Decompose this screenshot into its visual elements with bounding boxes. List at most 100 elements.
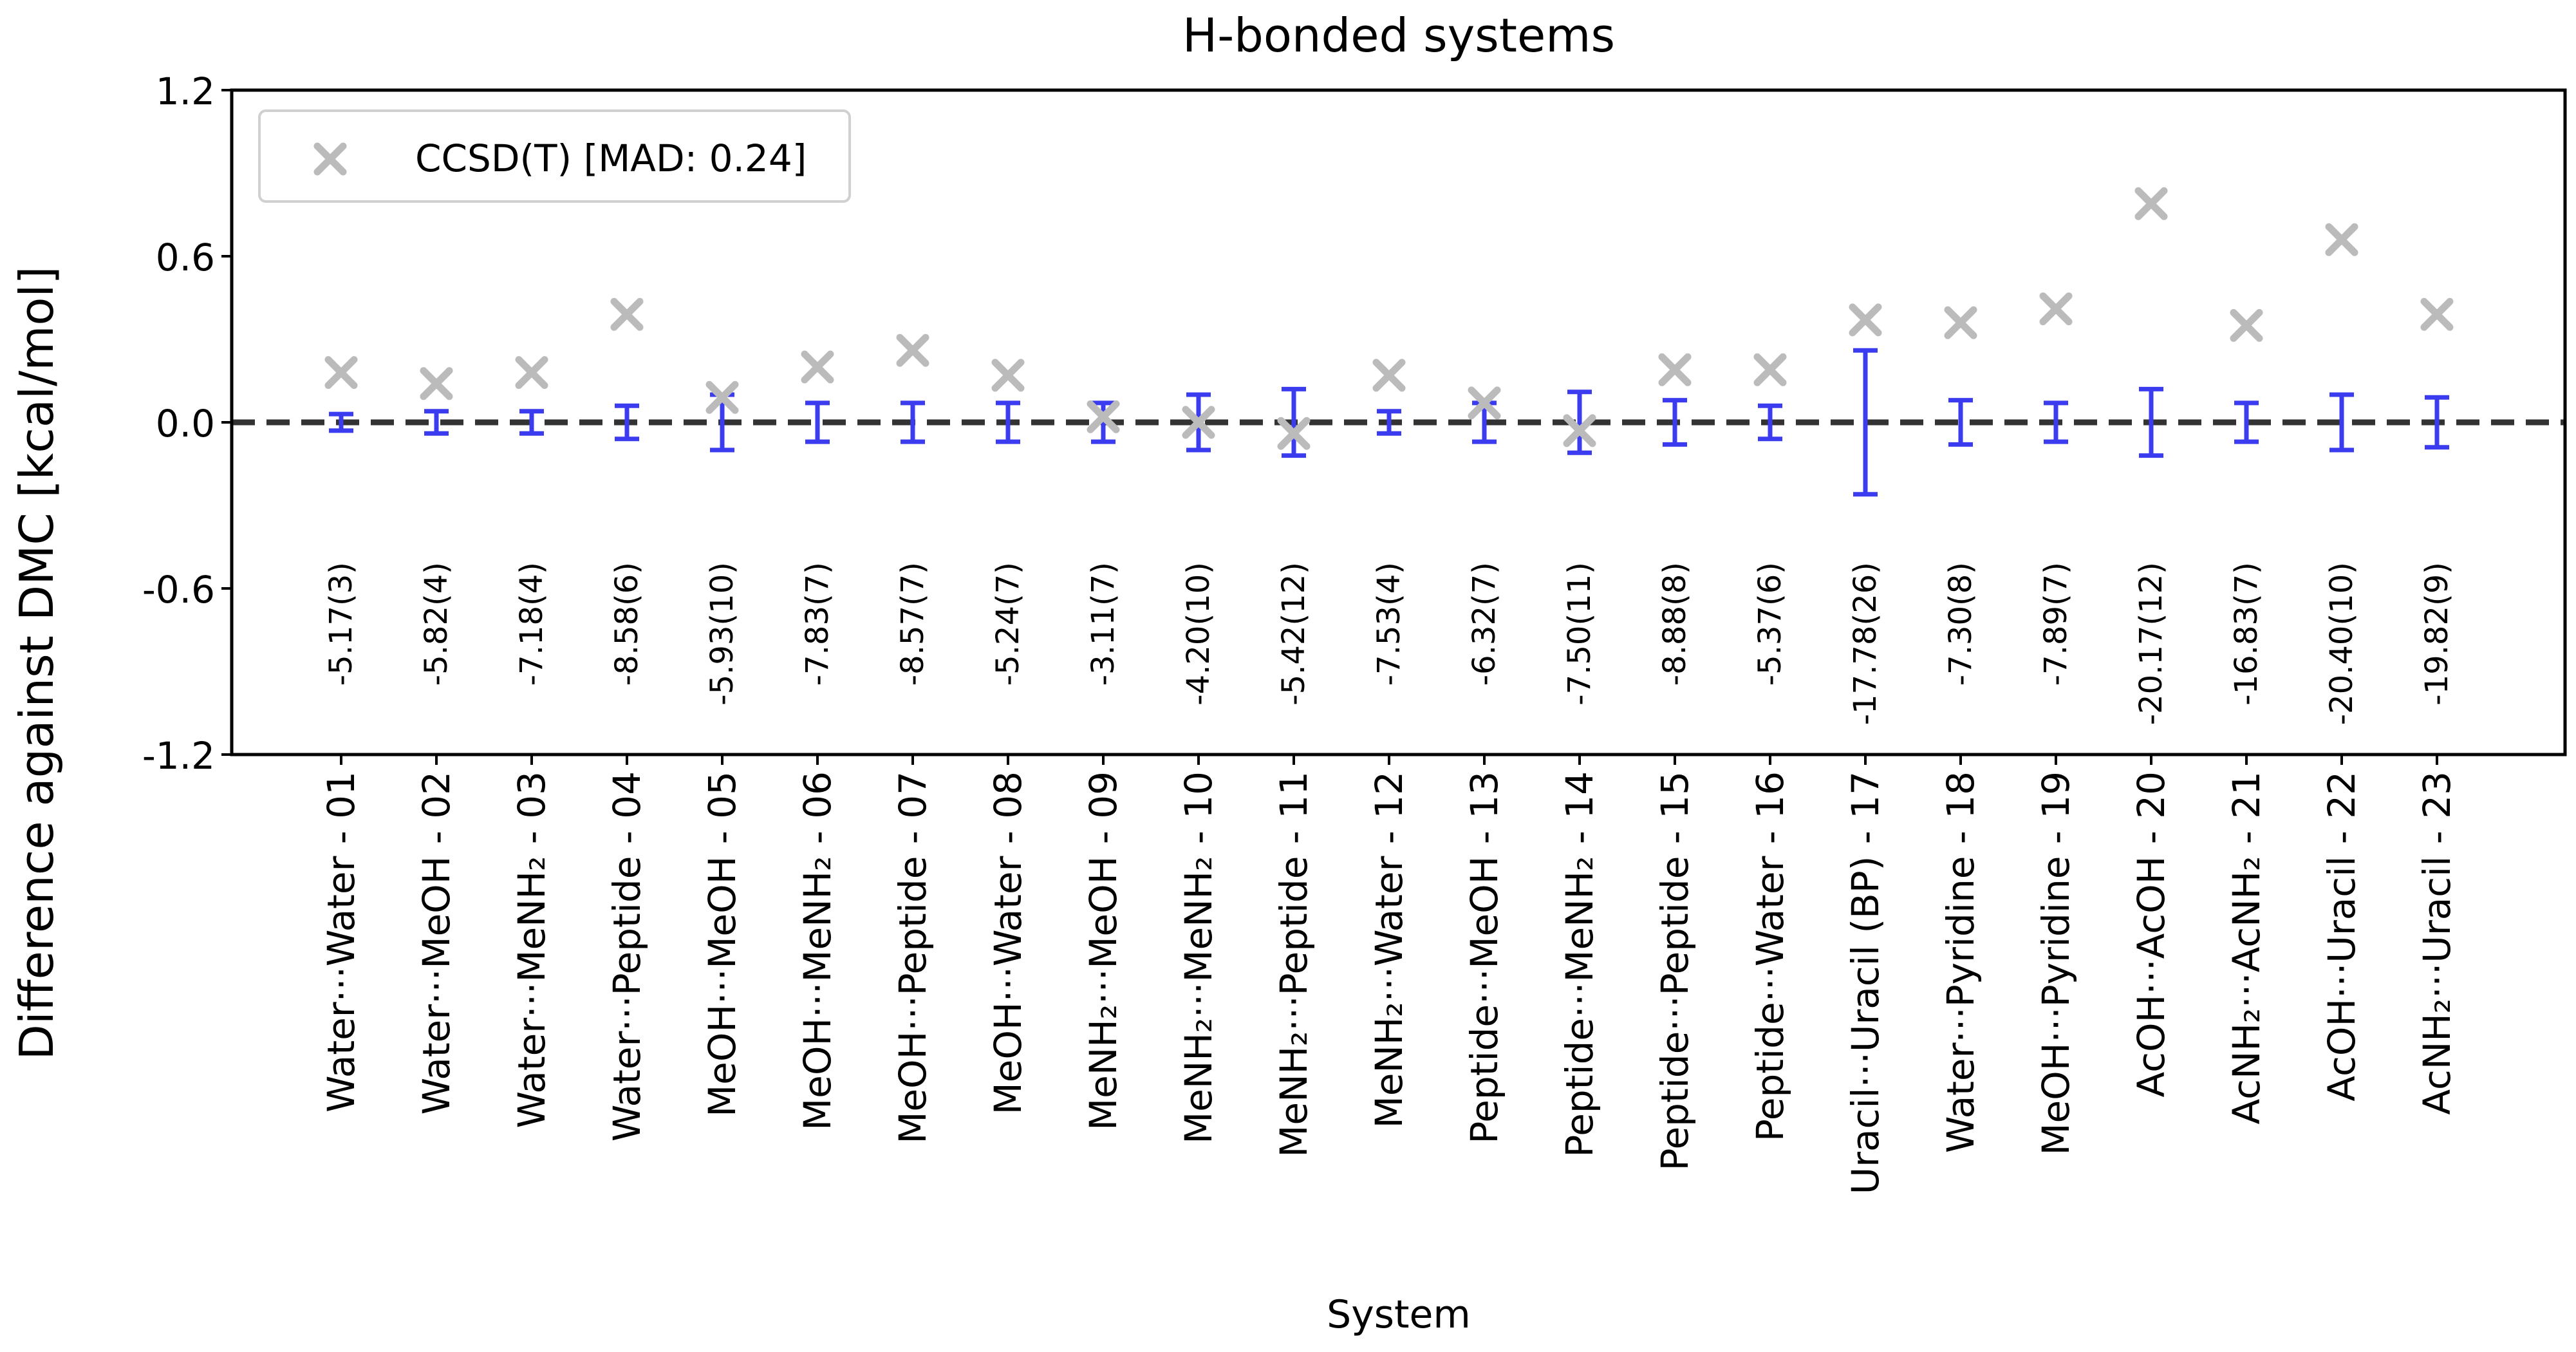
error-bar: [519, 409, 544, 436]
ccsdt-point: [420, 367, 453, 400]
error-bar: [2139, 386, 2163, 458]
x-tick-label: Water···Peptide - 04: [605, 771, 649, 1141]
ccsdt-point: [896, 333, 929, 367]
legend-marker: [313, 142, 347, 176]
error-bar: [1758, 403, 1782, 442]
energy-annotation: -6.32(7): [1466, 562, 1502, 686]
energy-annotation: -8.57(7): [895, 562, 931, 686]
energy-annotation: -7.83(7): [799, 562, 835, 686]
error-bar: [1663, 398, 1687, 447]
x-axis-label: System: [1327, 1292, 1471, 1337]
error-bar: [1377, 409, 1401, 436]
x-tick-label: MeOH···Peptide - 07: [891, 771, 935, 1144]
x-tick-label: MeOH···Water - 08: [986, 771, 1030, 1114]
plot-area: 1.2 0.6 0.0 -0.6 -1.2 -5.17(3) -5.82(4) -7.18(4…: [142, 70, 2567, 1194]
chart-title: H-bonded systems: [1182, 8, 1615, 62]
ccsdt-point: [1372, 359, 1406, 392]
x-tick-label: MeNH₂···Peptide - 11: [1272, 771, 1316, 1158]
error-bar: [805, 400, 830, 444]
x-tick-label: Uracil···Uracil (BP) - 17: [1843, 771, 1887, 1194]
energy-annotation: -8.88(8): [1657, 562, 1693, 686]
energy-annotation: -5.42(12): [1276, 562, 1312, 706]
energy-annotation: -19.82(9): [2419, 562, 2455, 706]
energy-annotation: -20.40(10): [2324, 562, 2360, 725]
x-tick-label: Water···MeOH - 02: [415, 771, 458, 1114]
error-bar: [2425, 395, 2449, 450]
error-bar: [901, 400, 925, 444]
energy-annotation: -5.24(7): [990, 562, 1026, 686]
energy-annotation: -17.78(26): [1847, 562, 1883, 725]
energy-annotation: -20.17(12): [2133, 562, 2169, 725]
x-tick-label: Peptide···Peptide - 15: [1653, 771, 1697, 1170]
x-tick-label: MeOH···Pyridine - 19: [2034, 771, 2078, 1156]
ccsdt-point: [324, 356, 358, 390]
x-tick-label: AcOH···AcOH - 20: [2129, 771, 2173, 1098]
ccsdt-point: [1277, 417, 1311, 450]
energy-annotation: -5.93(10): [704, 562, 740, 706]
error-bar: [2234, 400, 2259, 444]
energy-annotation: -5.37(6): [1752, 562, 1788, 686]
energy-annotation: -5.82(4): [418, 562, 454, 686]
x-tick-label: Peptide···Water - 16: [1748, 771, 1792, 1141]
ccsdt-point: [1658, 353, 1692, 386]
y-tick-label: -0.6: [142, 568, 215, 612]
ccsdt-point: [1849, 303, 1882, 337]
error-bar: [1567, 390, 1592, 455]
ccsdt-point: [1087, 400, 1120, 433]
ccsdt-point: [2230, 309, 2263, 342]
x-tick-label: AcOH···Uracil - 22: [2320, 771, 2364, 1102]
y-tick-label: 0.0: [156, 402, 215, 446]
ccsdt-point: [705, 380, 739, 414]
energy-annotation: -7.30(8): [1943, 562, 1979, 686]
energy-annotation: -5.17(3): [323, 562, 359, 686]
ccsdt-point: [2039, 292, 2073, 326]
energy-annotation: -8.58(6): [609, 562, 645, 686]
y-tick-label: 1.2: [156, 70, 215, 113]
error-bar: [1853, 348, 1878, 497]
x-tick-label: Peptide···MeOH - 13: [1462, 771, 1506, 1144]
error-bar: [1948, 398, 1973, 447]
error-bar: [1091, 400, 1115, 444]
x-tick-label: MeNH₂···Water - 12: [1367, 771, 1411, 1128]
ccsdt-point: [2420, 297, 2454, 331]
plot-frame: [230, 88, 2567, 756]
x-tick-label: Water···MeNH₂ - 03: [510, 771, 554, 1128]
x-tick-label: AcNH₂···AcNH₂ - 21: [2225, 771, 2268, 1125]
ccsdt-point: [1944, 306, 1977, 339]
y-tick-label: -1.2: [142, 734, 215, 778]
ccsdt-point: [801, 350, 834, 384]
ccsdt-point: [2134, 187, 2168, 220]
ccsdt-point: [610, 297, 644, 331]
y-axis-label: Difference against DMC [kcal/mol]: [10, 266, 64, 1060]
error-bar: [2329, 392, 2354, 453]
energy-annotation: -7.89(7): [2038, 562, 2074, 686]
x-tick-label: AcNH₂···Uracil - 23: [2415, 771, 2459, 1115]
x-tick-label: MeOH···MeNH₂ - 06: [796, 771, 839, 1131]
error-bar: [1282, 386, 1306, 458]
energy-annotation: -7.53(4): [1371, 562, 1407, 686]
x-tick-label: MeNH₂···MeOH - 09: [1081, 771, 1125, 1131]
legend-label: CCSD(T) [MAD: 0.24]: [415, 136, 807, 180]
error-bar: [424, 409, 449, 436]
x-tick-label: Peptide···MeNH₂ - 14: [1558, 771, 1601, 1158]
energy-annotation: -3.11(7): [1085, 562, 1121, 686]
x-tick-label: MeNH₂···MeNH₂ - 10: [1177, 771, 1220, 1144]
ccsdt-point: [1563, 414, 1596, 447]
ccsdt-point: [515, 356, 548, 390]
error-bar: [615, 403, 639, 442]
ccsdt-point: [1182, 406, 1215, 439]
ccsdt-point: [1753, 353, 1787, 386]
ccsdt-point: [1468, 386, 1501, 420]
legend-box: [258, 109, 851, 203]
error-bar: [996, 400, 1020, 444]
error-bar: [329, 411, 353, 433]
x-tick-label: MeOH···MeOH - 05: [700, 771, 744, 1117]
energy-annotation: -7.50(11): [1562, 562, 1598, 706]
energy-annotation: -16.83(7): [2228, 562, 2264, 706]
ccsdt-point: [2325, 223, 2358, 256]
x-tick-label: Water···Water - 01: [319, 771, 363, 1113]
energy-annotation: -4.20(10): [1181, 562, 1217, 706]
error-bar: [2044, 400, 2068, 444]
x-tick-label: Water···Pyridine - 18: [1939, 771, 1983, 1153]
